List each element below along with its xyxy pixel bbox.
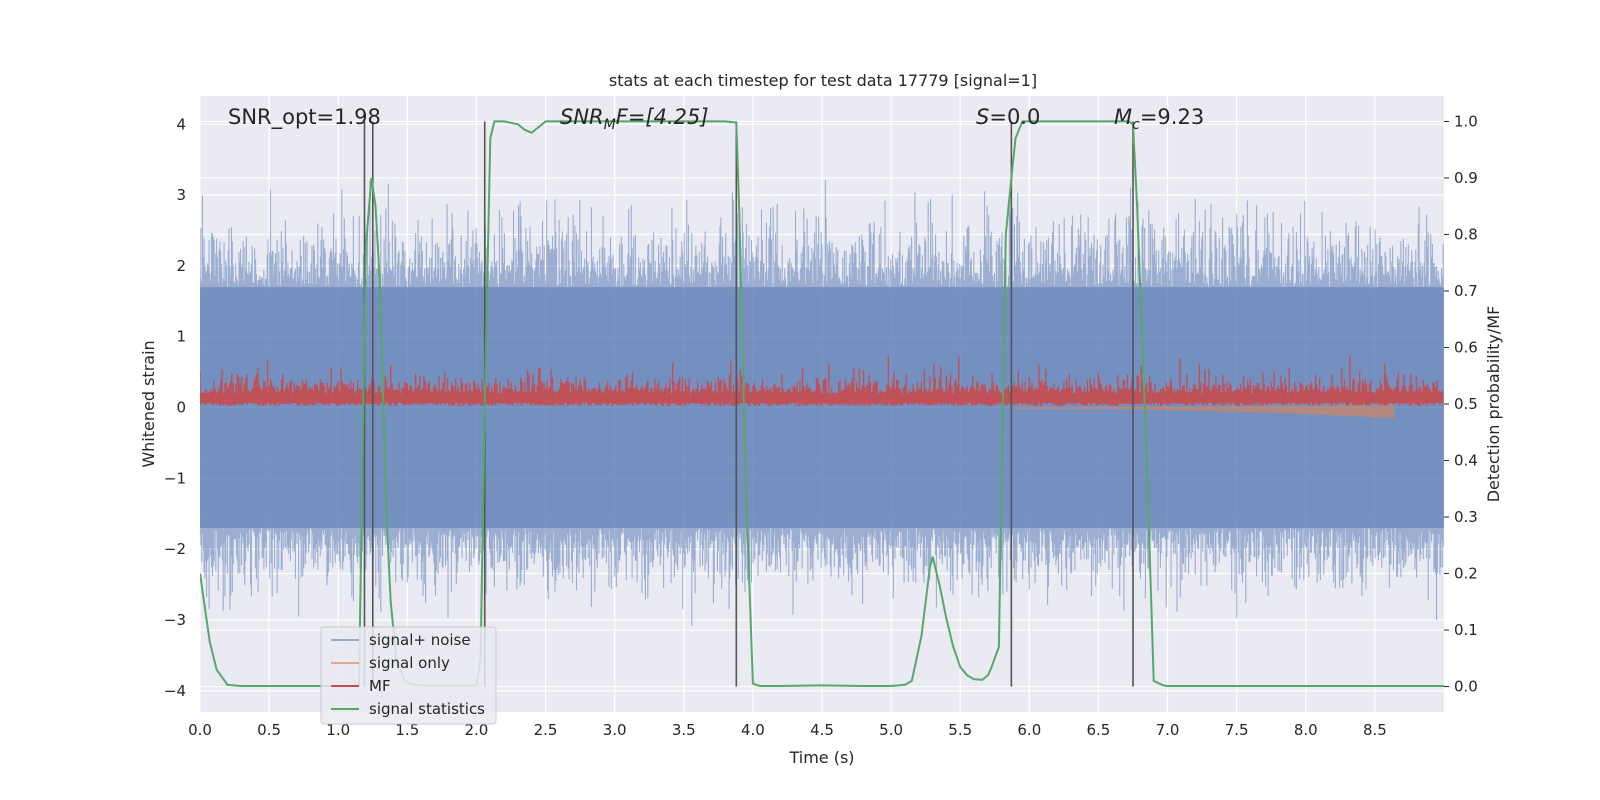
y-right-tick-label: 1.0 <box>1454 112 1478 130</box>
mc-symbol: M <box>1114 105 1132 129</box>
snr-mf-rest: F=[4.25] <box>616 105 709 129</box>
y-axis-left-label: Whitened strain <box>139 340 158 467</box>
legend-box <box>320 626 497 725</box>
snr-mf-subscript: M <box>604 117 616 133</box>
x-tick-label: 5.0 <box>879 721 903 739</box>
y-left-tick-label: 0 <box>176 399 186 417</box>
legend-label-stats: signal statistics <box>369 700 485 718</box>
x-tick-label: 1.5 <box>395 721 419 739</box>
data-layer <box>200 120 1444 687</box>
x-tick-label: 7.0 <box>1156 721 1180 739</box>
x-tick-label: 0.5 <box>257 721 281 739</box>
x-tick-label: 4.5 <box>810 721 834 739</box>
y-axis-left-ticks: −4 −3 −2 −1 0 1 2 3 4 <box>164 115 186 699</box>
annotation-s: S=0.0 <box>976 105 1040 129</box>
series-signal-statistics <box>200 120 1444 687</box>
y-left-tick-label: −3 <box>164 611 186 629</box>
y-right-tick-label: 0.5 <box>1454 395 1478 413</box>
series-mf <box>200 355 1444 407</box>
annotation-snr-opt: SNR_opt=1.98 <box>228 105 381 130</box>
y-right-tick-label: 0.9 <box>1454 169 1478 187</box>
x-tick-label: 6.5 <box>1087 721 1111 739</box>
x-tick-label: 8.5 <box>1363 721 1387 739</box>
y-left-tick-label: 4 <box>176 115 186 133</box>
legend-label-mf: MF <box>369 677 391 695</box>
y-right-tick-label: 0.0 <box>1454 678 1478 696</box>
x-tick-label: 5.5 <box>948 721 972 739</box>
s-rest: =0.0 <box>989 105 1040 129</box>
x-axis-label: Time (s) <box>788 748 854 767</box>
x-tick-label: 3.0 <box>603 721 627 739</box>
legend: signal+ noise signal only MF signal stat… <box>320 626 497 725</box>
x-tick-label: 0.0 <box>188 721 212 739</box>
x-axis-ticks: 0.0 0.5 1.0 1.5 2.0 2.5 3.0 3.5 4.0 4.5 5.0 5.5 6.0 6… <box>188 721 1387 739</box>
y-left-tick-label: −4 <box>164 682 186 700</box>
x-tick-label: 8.0 <box>1294 721 1318 739</box>
annotation-mc: Mc=9.23 <box>1114 105 1204 133</box>
y-right-tick-label: 0.8 <box>1454 225 1478 243</box>
y-left-tick-label: 2 <box>176 257 186 275</box>
x-tick-label: 2.5 <box>534 721 558 739</box>
x-tick-label: 4.0 <box>741 721 765 739</box>
y-right-tick-label: 0.6 <box>1454 338 1478 356</box>
chart-title: stats at each timestep for test data 177… <box>609 71 1037 90</box>
x-tick-label: 6.0 <box>1017 721 1041 739</box>
y-left-tick-label: −1 <box>164 469 186 487</box>
legend-label-signal-only: signal only <box>369 654 450 672</box>
x-tick-label: 1.0 <box>326 721 350 739</box>
y-right-tick-label: 0.2 <box>1454 565 1478 583</box>
y-right-tick-label: 0.4 <box>1454 452 1478 470</box>
y-axis-right-label: Detection probability/MF <box>1484 306 1503 503</box>
y-left-tick-label: −2 <box>164 540 186 558</box>
y-axis-right-ticks: 0.0 0.1 0.2 0.3 0.4 0.5 0.6 0.7 0.8 0.9 1.0 <box>1444 112 1478 696</box>
mc-subscript: c <box>1132 117 1140 133</box>
y-left-tick-label: 1 <box>176 328 186 346</box>
y-right-tick-label: 0.7 <box>1454 282 1478 300</box>
annotation-snr-mf: SNRMF=[4.25] <box>560 105 709 133</box>
y-right-tick-label: 0.1 <box>1454 621 1478 639</box>
s-symbol: S <box>976 105 989 129</box>
x-tick-label: 3.5 <box>672 721 696 739</box>
x-tick-label: 2.0 <box>465 721 489 739</box>
x-tick-label: 7.5 <box>1225 721 1249 739</box>
series-signal-only <box>1015 404 1395 435</box>
y-left-tick-label: 3 <box>176 186 186 204</box>
y-right-tick-label: 0.3 <box>1454 508 1478 526</box>
snr-mf-symbol: SNR <box>560 105 604 129</box>
legend-label-noise: signal+ noise <box>369 631 471 649</box>
mc-rest: =9.23 <box>1140 105 1204 129</box>
